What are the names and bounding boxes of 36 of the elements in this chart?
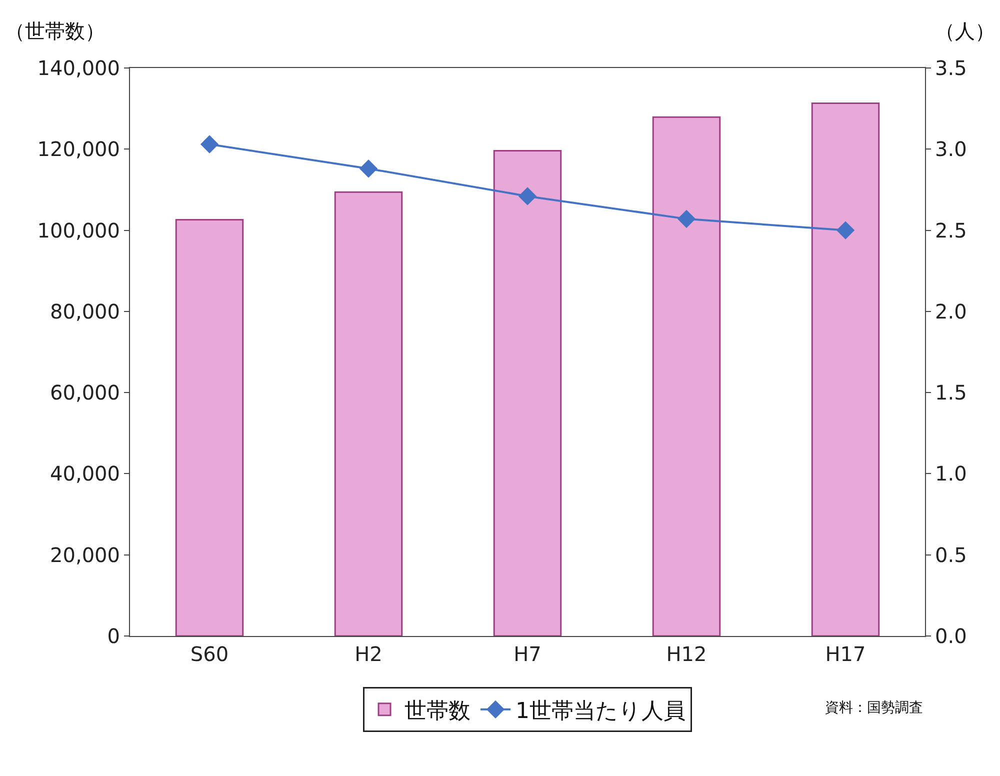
y-tick-label: 120,000 — [37, 137, 120, 162]
bar — [652, 116, 721, 636]
bar — [811, 102, 880, 636]
y-tick-label: 0 — [107, 624, 120, 648]
point — [518, 187, 537, 206]
y-tick-label: 140,000 — [37, 56, 120, 80]
bar — [175, 218, 244, 636]
point — [200, 135, 219, 154]
y-tick-label: 20,000 — [50, 542, 120, 567]
bar — [493, 150, 562, 636]
bar — [334, 191, 403, 636]
x-tick-label: H2 — [354, 642, 382, 666]
y-axis-title: （世帯数） — [5, 19, 105, 43]
y-tick-label: 80,000 — [50, 299, 120, 324]
y2-tick-label: 0.0 — [935, 624, 967, 648]
x-tick-label: H7 — [514, 642, 542, 666]
y2-tick-label: 2.5 — [935, 218, 967, 242]
x-tick-label: S60 — [190, 642, 229, 666]
legend-label: 1世帯当たり人員 — [516, 699, 686, 724]
y-tick-label: 40,000 — [50, 462, 120, 486]
y2-tick-label: 1.5 — [935, 380, 967, 405]
x-tick-label: H17 — [825, 642, 866, 666]
y2-tick-label: 2.0 — [935, 299, 967, 324]
y2-tick-label: 3.0 — [935, 137, 967, 162]
y2-tick-label: 0.5 — [935, 542, 967, 567]
y-tick-label: 60,000 — [50, 380, 120, 405]
point — [836, 221, 855, 240]
x-tick-label: H12 — [666, 642, 707, 666]
point — [359, 160, 378, 178]
y2-tick-label: 1.0 — [935, 462, 967, 486]
y2-tick-label: 3.5 — [935, 56, 967, 80]
legend-label: 世帯数 — [404, 699, 470, 724]
point — [677, 210, 696, 228]
y2-axis-title: （人） — [935, 19, 995, 43]
text: 資料：国勢調査 — [825, 700, 923, 716]
y-tick-label: 100,000 — [37, 218, 120, 242]
